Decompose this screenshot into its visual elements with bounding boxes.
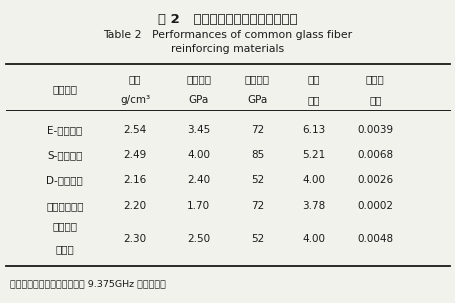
Text: 3.45: 3.45 xyxy=(187,125,210,135)
Text: 1.70: 1.70 xyxy=(187,201,210,211)
Text: D-玻璃纤维: D-玻璃纤维 xyxy=(46,175,83,185)
Text: 0.0068: 0.0068 xyxy=(356,150,393,160)
Text: 6.13: 6.13 xyxy=(302,125,325,135)
Text: 72: 72 xyxy=(250,201,263,211)
Text: 4.00: 4.00 xyxy=(302,234,325,244)
Text: 密度: 密度 xyxy=(129,75,141,85)
Text: 2.50: 2.50 xyxy=(187,234,210,244)
Text: 拉伸强度: 拉伸强度 xyxy=(186,75,211,85)
Text: 介电: 介电 xyxy=(307,75,320,85)
Text: 72: 72 xyxy=(250,125,263,135)
Text: 3.78: 3.78 xyxy=(302,201,325,211)
Text: E-玻璃纤维: E-玻璃纤维 xyxy=(47,125,82,135)
Text: 0.0048: 0.0048 xyxy=(356,234,393,244)
Text: 0.0039: 0.0039 xyxy=(356,125,393,135)
Text: 石英玻璃纤维: 石英玻璃纤维 xyxy=(46,201,83,211)
Text: GPa: GPa xyxy=(247,95,267,105)
Text: 5.21: 5.21 xyxy=(302,150,325,160)
Text: 2.40: 2.40 xyxy=(187,175,210,185)
Text: S-玻璃纤维: S-玻璃纤维 xyxy=(47,150,82,160)
Text: reinforcing materials: reinforcing materials xyxy=(171,44,284,54)
Text: 2.54: 2.54 xyxy=(123,125,147,135)
Text: 璃纤维: 璃纤维 xyxy=(56,244,74,254)
Text: 4.00: 4.00 xyxy=(302,175,325,185)
Text: 52: 52 xyxy=(250,234,263,244)
Text: 玻璃纤维: 玻璃纤维 xyxy=(52,85,77,95)
Text: 表 2   常用玻璃纤维增强材料的性能: 表 2 常用玻璃纤维增强材料的性能 xyxy=(158,13,297,26)
Text: 弹性模量: 弹性模量 xyxy=(244,75,269,85)
Text: 2.30: 2.30 xyxy=(123,234,147,244)
Text: Table 2   Performances of common glass fiber: Table 2 Performances of common glass fib… xyxy=(103,30,352,40)
Text: 0.0026: 0.0026 xyxy=(356,175,393,185)
Text: 正切: 正切 xyxy=(368,95,381,105)
Text: 注：介电常数和损耗角正切在 9.375GHz 频率下测得: 注：介电常数和损耗角正切在 9.375GHz 频率下测得 xyxy=(10,280,166,289)
Text: 4.00: 4.00 xyxy=(187,150,210,160)
Text: 常数: 常数 xyxy=(307,95,320,105)
Text: 2.16: 2.16 xyxy=(123,175,147,185)
Text: GPa: GPa xyxy=(188,95,208,105)
Text: 损耗角: 损耗角 xyxy=(365,75,384,85)
Text: 2.49: 2.49 xyxy=(123,150,147,160)
Text: 高硅氧玻: 高硅氧玻 xyxy=(52,221,77,231)
Text: 2.20: 2.20 xyxy=(123,201,147,211)
Text: 52: 52 xyxy=(250,175,263,185)
Text: 0.0002: 0.0002 xyxy=(357,201,392,211)
Text: 85: 85 xyxy=(250,150,263,160)
Text: g/cm³: g/cm³ xyxy=(120,95,150,105)
